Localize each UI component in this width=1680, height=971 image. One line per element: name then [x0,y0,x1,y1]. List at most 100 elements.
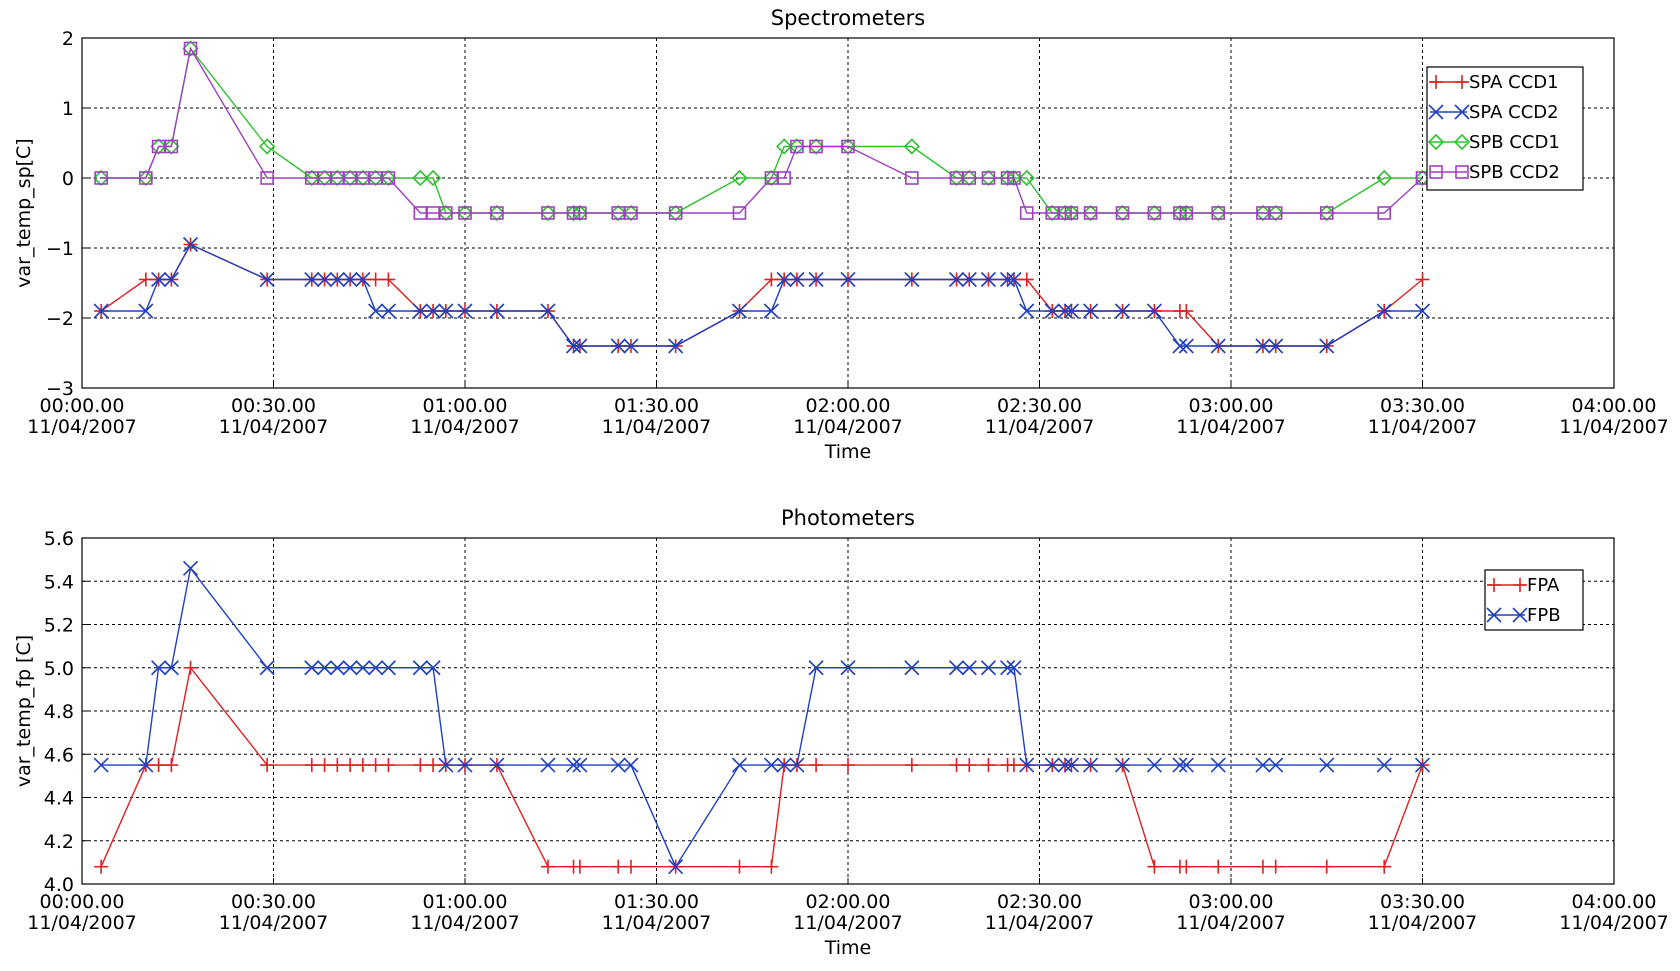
x-tick-date: 11/04/2007 [1368,912,1478,934]
legend: FPA FPB [1484,569,1584,631]
data-point [1319,757,1335,773]
data-point [303,169,320,187]
data-point [1083,206,1098,220]
data-point [809,139,823,154]
data-point [904,758,919,773]
data-point [438,757,454,773]
x-tick-label: 02:30.00 [997,395,1082,417]
x-tick-label: 01:30.00 [614,891,699,913]
data-point [565,204,582,222]
data-point [1377,859,1392,874]
data-point [355,271,371,288]
data-point [667,204,684,222]
data-point [1083,303,1099,319]
data-point [1210,204,1227,222]
data-point [541,206,555,220]
x-tick-label: 00:30.00 [231,891,316,913]
x-tick-date: 11/04/2007 [1559,912,1669,934]
data-point [961,271,977,288]
data-point [1376,169,1393,187]
data-point [623,338,639,354]
x-tick-date: 11/04/2007 [1559,416,1669,438]
data-point [610,204,627,222]
data-point [1211,859,1226,874]
data-point [790,139,804,154]
data-point [164,758,179,773]
data-point [304,660,320,676]
data-point [1115,206,1130,220]
data-point [1064,206,1079,220]
data-point [572,859,587,874]
data-point [139,171,153,185]
data-point [1210,757,1226,773]
data-point [1044,757,1060,773]
data-point [425,303,441,319]
x-tick-label: 00:00.00 [40,891,125,913]
data-point [151,758,166,773]
data-point [572,338,588,354]
data-point [425,660,441,676]
data-point [260,171,274,185]
data-point [329,660,345,676]
data-point [342,660,358,676]
x-tick-date: 11/04/2007 [27,912,137,934]
data-point [949,758,964,773]
x-tick-label: 00:00.00 [40,395,125,417]
data-point [668,859,684,875]
data-point [808,271,824,288]
legend-item: SPB CCD2 [1429,162,1560,183]
data-point [623,757,639,773]
data-point [1044,204,1061,222]
legend-item: FPA [1487,575,1560,596]
x-tick-date: 11/04/2007 [602,416,712,438]
data-point [1083,757,1099,773]
data-point [1254,204,1272,222]
legend-label: SPB CCD1 [1469,132,1560,153]
data-point [948,169,965,187]
data-point [1044,303,1060,319]
data-point [94,171,108,185]
data-point [1376,757,1392,773]
data-point [93,303,109,319]
data-point [151,660,167,676]
data-point [1318,204,1335,222]
data-point [948,271,965,288]
legend-marker [1486,607,1502,623]
data-point [413,758,428,773]
legend-label: FPB [1527,605,1561,626]
y-tick-label: 0 [62,168,74,190]
data-point [1268,859,1283,874]
data-point [1255,757,1271,773]
y-tick-label: 4.4 [44,788,74,810]
data-point [1147,206,1162,220]
data-point [808,660,824,676]
data-point [980,169,997,187]
data-point [1319,859,1334,874]
data-point [1056,204,1074,222]
data-point [1255,338,1271,354]
y-tick-label: 5.2 [44,615,74,637]
data-point [1114,303,1131,319]
y-tick-label: 4.8 [44,701,74,723]
legend-marker [1429,165,1443,179]
data-point [839,138,857,155]
data-point [182,560,199,576]
data-point [381,758,396,773]
data-point [776,271,792,288]
x-tick-date: 11/04/2007 [410,416,520,438]
data-point [1146,303,1162,319]
legend: SPA CCD1 SPA CCD2 SPB CCD1 SPB CCD2 [1426,66,1584,191]
chart-title: Photometers [781,506,915,530]
data-point [610,757,626,773]
y-tick-label: −1 [46,238,74,260]
data-point [1414,757,1431,773]
data-point [316,169,333,187]
data-point [317,758,332,773]
x-tick-date: 11/04/2007 [1176,416,1286,438]
data-point [764,272,779,287]
data-point [437,204,454,222]
data-point [1179,206,1194,220]
y-axis-label: var_temp_fp [C] [13,635,35,787]
x-tick-label: 02:30.00 [997,891,1082,913]
y-tick-label: 1 [62,98,74,120]
